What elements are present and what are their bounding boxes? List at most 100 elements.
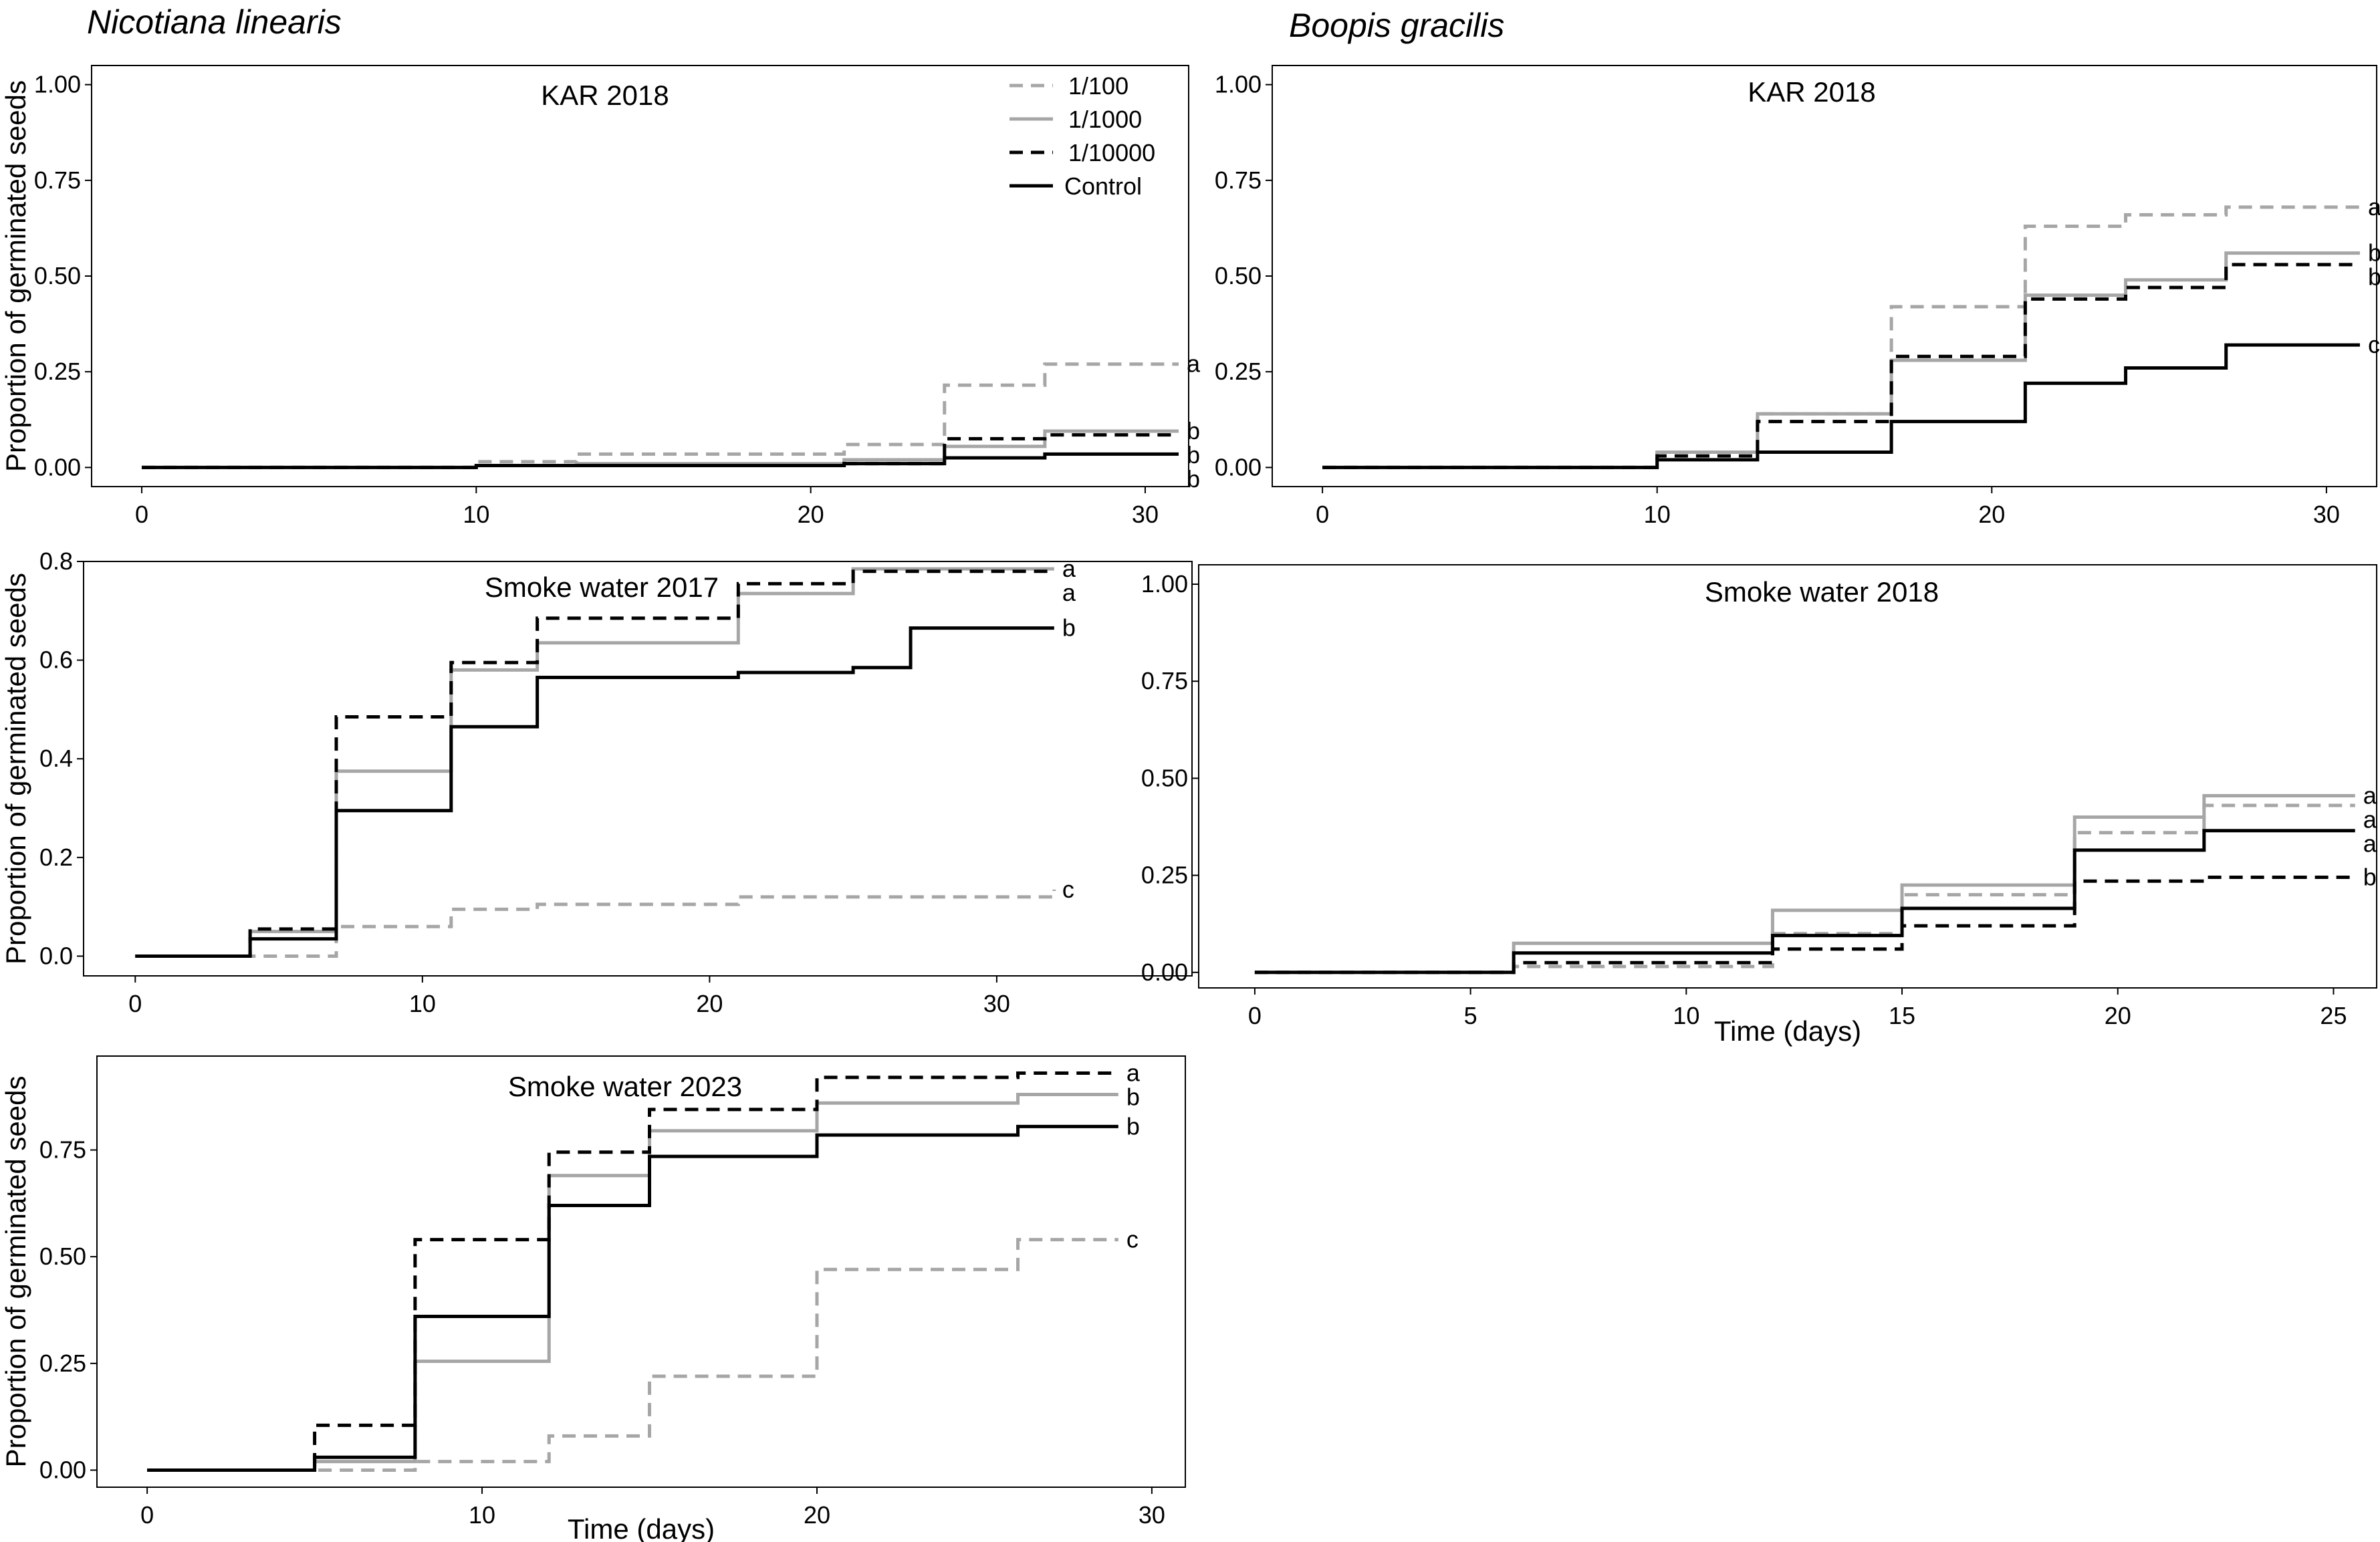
series-line-control xyxy=(147,1124,1118,1472)
y-tick-label: 0.50 xyxy=(1141,764,1188,791)
y-tick-label: 1.00 xyxy=(34,71,81,98)
significance-letter: a xyxy=(2363,782,2377,809)
y-tick-label: 0.75 xyxy=(34,166,81,194)
series-line-1-10000 xyxy=(1254,875,2355,975)
y-tick-label: 0.00 xyxy=(1141,958,1188,986)
x-tick-label: 30 xyxy=(1139,1501,1165,1529)
significance-letter: b xyxy=(1187,441,1200,469)
x-tick-label: 30 xyxy=(2313,501,2340,528)
panel-title: Smoke water 2018 xyxy=(1705,576,1939,608)
y-axis-label: Proportion of germinated seeds xyxy=(0,573,31,965)
x-tick-label: 10 xyxy=(469,1501,495,1529)
y-tick-label: 0.75 xyxy=(1215,166,1262,194)
x-tick-label: 0 xyxy=(128,990,142,1017)
species-title-boopis: Boopis gracilis xyxy=(1289,7,1504,44)
series-line-1-100 xyxy=(135,889,1056,958)
series-line-control xyxy=(142,452,1179,469)
legend-label: Control xyxy=(1064,172,1142,200)
plot-frame xyxy=(83,561,1193,977)
significance-letter: b xyxy=(1126,1112,1140,1140)
x-tick-label: 30 xyxy=(983,990,1010,1017)
significance-letter: b xyxy=(2368,263,2380,291)
y-tick-label: 0.25 xyxy=(1215,358,1262,385)
x-tick-label: 10 xyxy=(1673,1002,1699,1029)
legend-label: 1/1000 xyxy=(1068,106,1142,133)
y-tick-label: 0.6 xyxy=(39,646,73,674)
series-line-control xyxy=(135,626,1054,958)
y-axis-label: Proportion of germinated seeds xyxy=(0,1075,31,1467)
series-line-1-100 xyxy=(1322,205,2360,469)
x-tick-label: 15 xyxy=(1889,1002,1915,1029)
series-line-1-1000 xyxy=(1254,794,2355,975)
y-tick-label: 0.4 xyxy=(39,745,73,772)
x-tick-label: 0 xyxy=(140,1501,154,1529)
x-tick-label: 10 xyxy=(1644,501,1671,528)
y-tick-label: 0.75 xyxy=(1141,667,1188,694)
series-line-1-100 xyxy=(147,1238,1118,1472)
x-tick-label: 30 xyxy=(1132,501,1159,528)
panel-4: 0.00 0.25 0.50 0.75 1.00 0 5 10 15 20 25 Smoke wate… xyxy=(1141,564,2377,1047)
significance-letter: a xyxy=(1126,1059,1141,1087)
significance-letter: c xyxy=(2368,331,2380,358)
series-line-1-1000 xyxy=(142,429,1179,469)
y-axis-label: Proportion of germinated seeds xyxy=(0,80,31,472)
x-tick-label: 0 xyxy=(135,501,148,528)
x-tick-label: 0 xyxy=(1316,501,1329,528)
panel-5: 0.00 0.25 0.50 0.75 0 10 20 30 Smoke water 2023 P… xyxy=(0,1055,1186,1542)
y-tick-label: 0.0 xyxy=(39,942,73,969)
series-line-1-100 xyxy=(1254,803,2355,975)
legend: 1/100 1/1000 1/10000 Control xyxy=(1009,72,1155,200)
significance-letter: b xyxy=(2363,863,2377,890)
significance-letter: a xyxy=(1187,350,1201,378)
panel-title: Smoke water 2017 xyxy=(485,571,719,603)
significance-letter: b xyxy=(1126,1083,1140,1111)
significance-letter: b xyxy=(1187,417,1200,444)
x-tick-label: 20 xyxy=(1978,501,2005,528)
x-tick-label: 20 xyxy=(798,501,824,528)
y-tick-label: 0.50 xyxy=(39,1243,86,1270)
y-tick-label: 0.00 xyxy=(34,453,81,481)
significance-letter: a xyxy=(2363,806,2377,833)
x-axis-label: Time (days) xyxy=(568,1513,715,1542)
significance-letter: a xyxy=(2368,193,2380,221)
y-tick-label: 0.00 xyxy=(1215,453,1262,481)
panel-title: KAR 2018 xyxy=(541,80,669,111)
significance-letter: c xyxy=(1062,876,1074,903)
x-tick-label: 25 xyxy=(2320,1002,2347,1029)
significance-letter: a xyxy=(1062,555,1076,582)
y-tick-label: 0.25 xyxy=(1141,862,1188,889)
series-line-control xyxy=(1254,829,2355,975)
series-line-1-1000 xyxy=(147,1092,1118,1472)
series-line-1-1000 xyxy=(1322,251,2360,469)
y-tick-label: 0.25 xyxy=(34,358,81,385)
y-tick-label: 0.50 xyxy=(34,262,81,289)
y-tick-label: 1.00 xyxy=(1215,71,1262,98)
significance-letter: a xyxy=(1062,579,1076,606)
series-line-1-100 xyxy=(142,362,1179,469)
species-title-nicotiana: Nicotiana linearis xyxy=(87,3,342,41)
significance-letter: c xyxy=(1126,1226,1139,1253)
x-tick-label: 0 xyxy=(1248,1002,1262,1029)
y-tick-label: 0.50 xyxy=(1215,262,1262,289)
y-tick-label: 0.8 xyxy=(39,547,73,575)
x-tick-label: 5 xyxy=(1464,1002,1477,1029)
x-tick-label: 10 xyxy=(409,990,436,1017)
panel-1: 0.00 0.25 0.50 0.75 1.00 0 10 20 30 KAR 2018 Propo… xyxy=(0,65,1201,528)
significance-letter: a xyxy=(2363,830,2377,858)
x-tick-label: 20 xyxy=(2105,1002,2131,1029)
significance-letter: b xyxy=(1187,465,1200,493)
y-tick-label: 1.00 xyxy=(1141,570,1188,598)
series-line-1-1000 xyxy=(135,567,1054,958)
series-line-1-10000 xyxy=(135,569,1054,958)
plot-frame xyxy=(1198,564,2377,989)
plot-frame xyxy=(91,65,1189,487)
panel-title: Smoke water 2023 xyxy=(508,1071,742,1102)
significance-letter: b xyxy=(2368,239,2380,267)
y-tick-label: 0.25 xyxy=(39,1350,86,1377)
legend-label: 1/10000 xyxy=(1068,139,1155,166)
legend-label: 1/100 xyxy=(1068,72,1128,100)
x-axis-label: Time (days) xyxy=(1714,1015,1861,1047)
